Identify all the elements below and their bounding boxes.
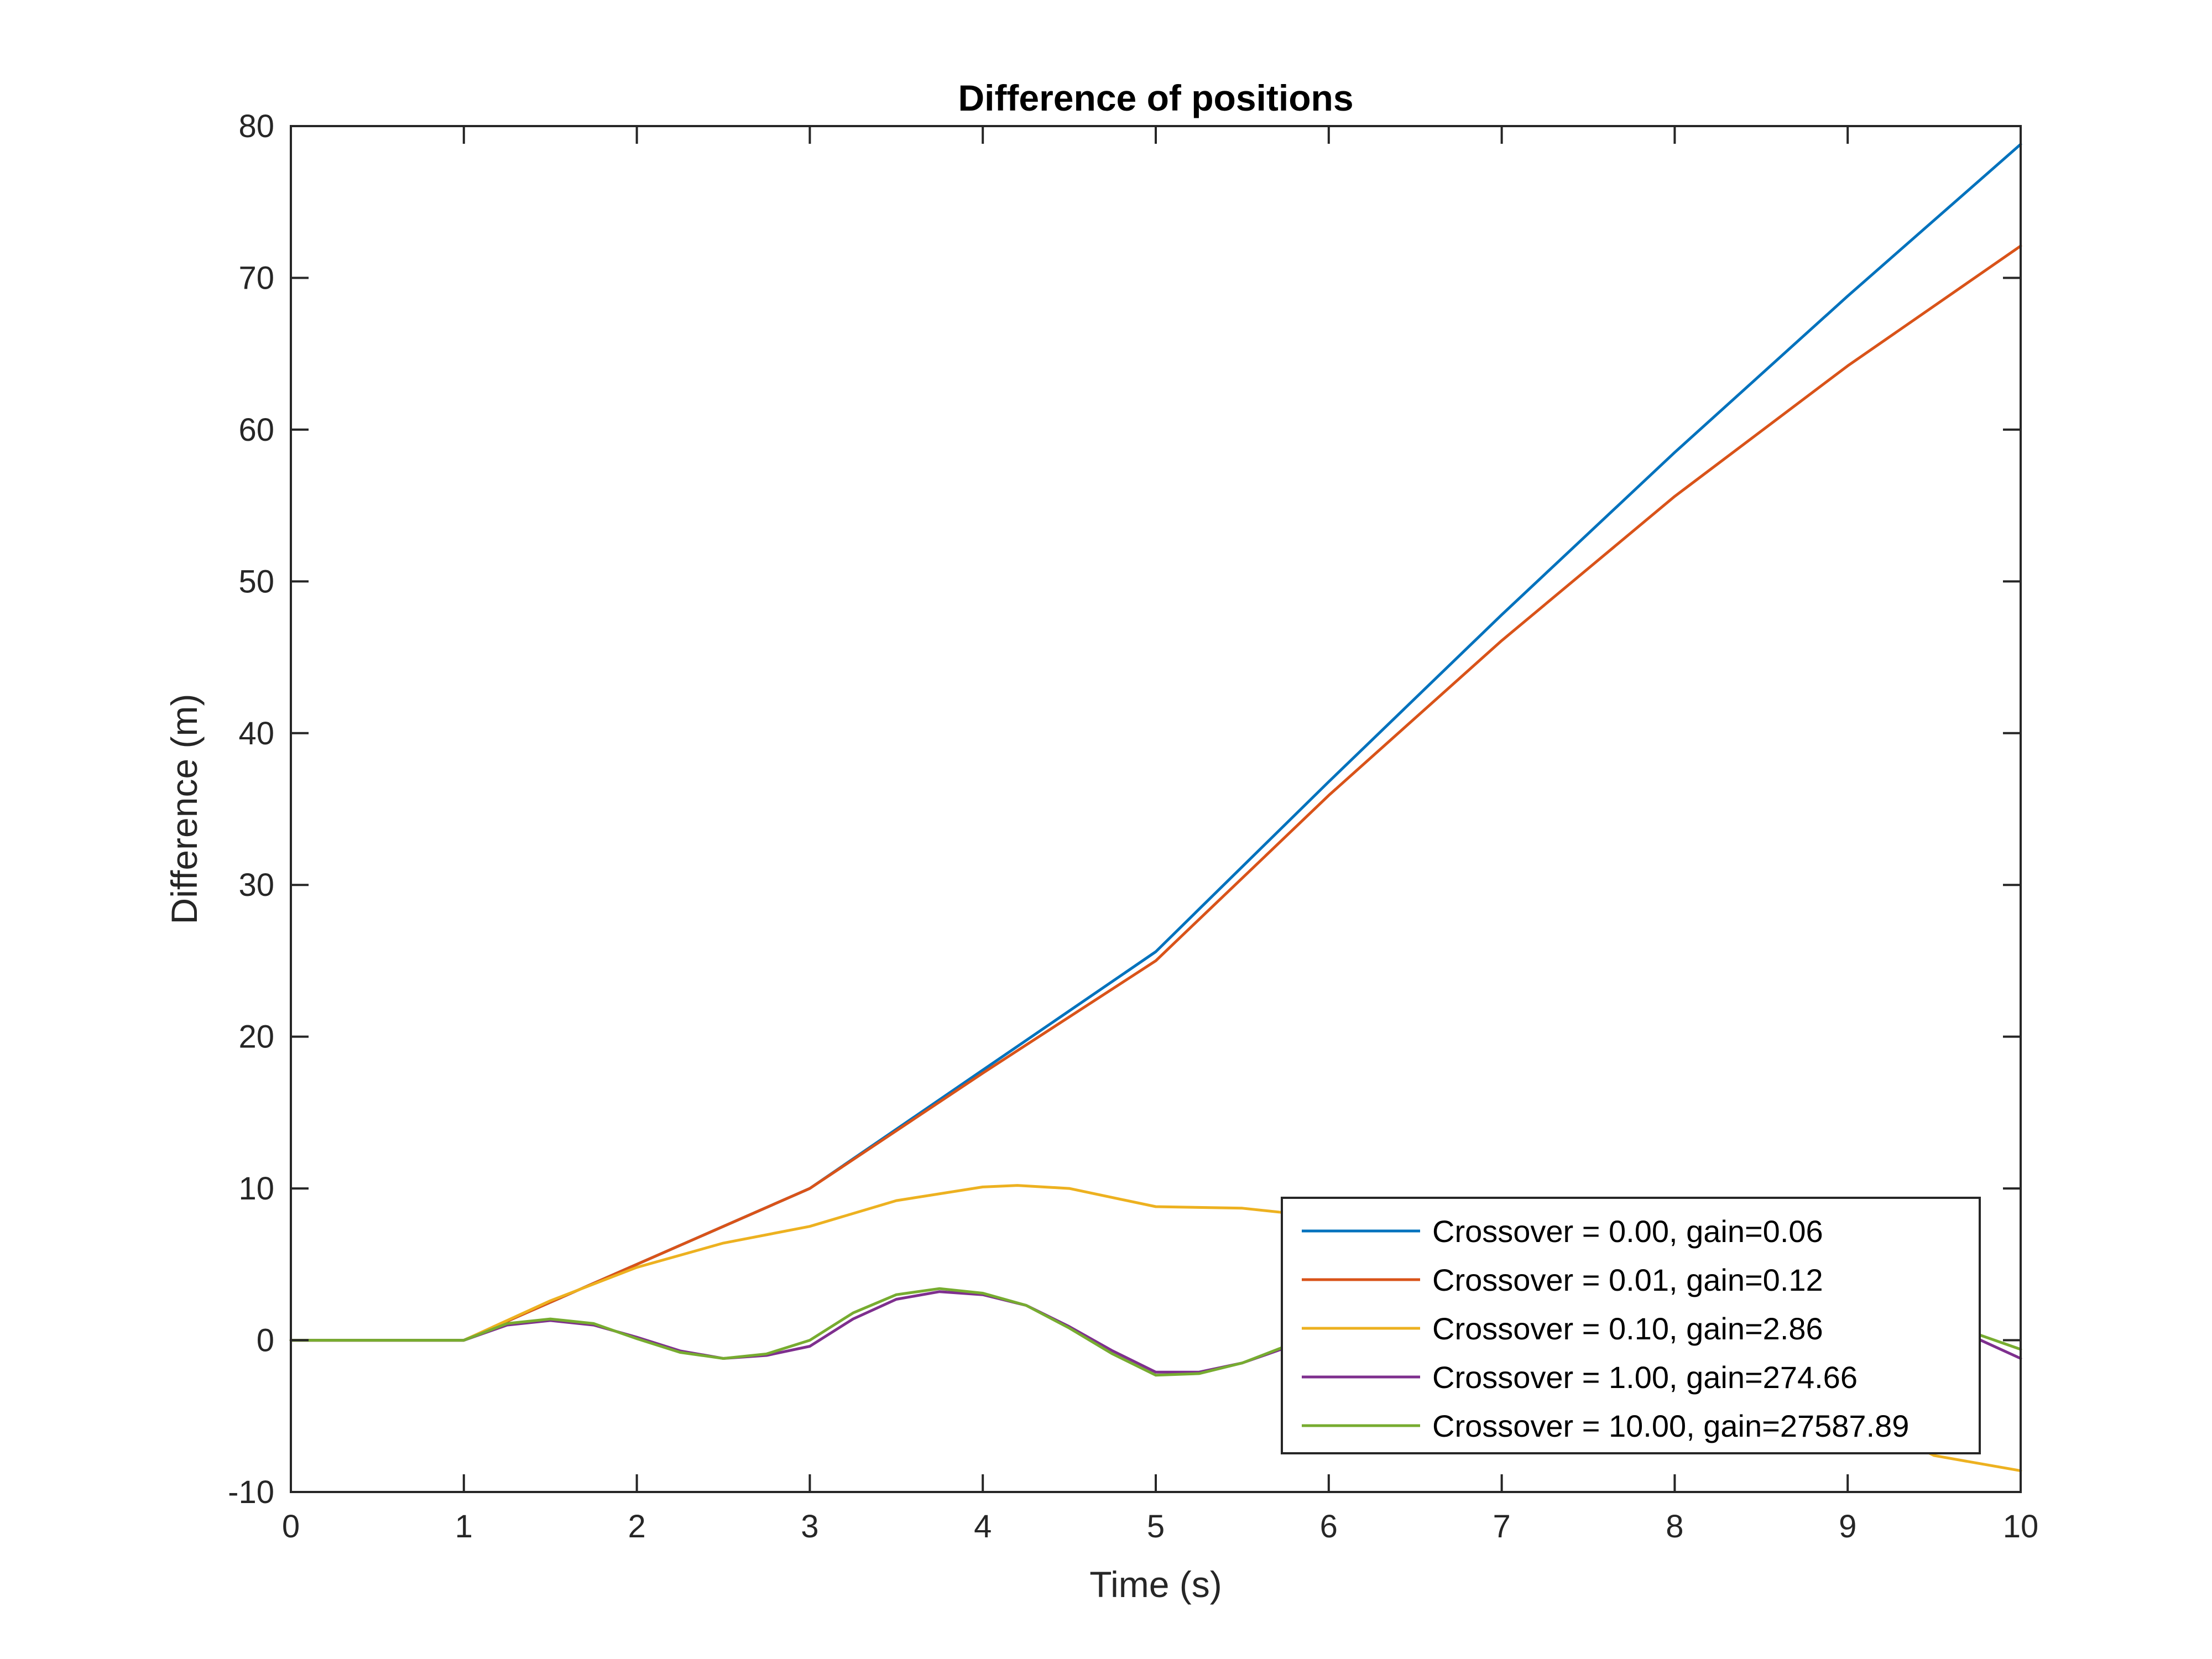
y-tick-label: 30 [238, 867, 274, 903]
y-tick-label: 50 [238, 564, 274, 599]
chart-title: Difference of positions [958, 77, 1353, 118]
x-tick-label: 2 [628, 1509, 645, 1545]
legend-label-2: Crossover = 0.01, gain=0.12 [1432, 1262, 1823, 1297]
y-axis-title: Difference (m) [164, 694, 205, 925]
legend-label-1: Crossover = 0.00, gain=0.06 [1432, 1214, 1823, 1249]
y-tick-label: 60 [238, 412, 274, 448]
x-tick-label: 0 [282, 1509, 300, 1545]
x-axis-title: Time (s) [1089, 1564, 1222, 1605]
legend-label-4: Crossover = 1.00, gain=274.66 [1432, 1360, 1858, 1395]
x-tick-label: 7 [1493, 1509, 1510, 1545]
x-tick-label: 5 [1147, 1509, 1165, 1545]
y-tick-label: 40 [238, 716, 274, 752]
x-tick-label: 1 [455, 1509, 473, 1545]
legend: Crossover = 0.00, gain=0.06 Crossover = 0… [1281, 1197, 1981, 1454]
x-tick-label: 8 [1666, 1509, 1683, 1545]
legend-label-5: Crossover = 10.00, gain=27587.89 [1432, 1408, 1909, 1443]
x-tick-label: 3 [801, 1509, 818, 1545]
x-tick-label: 9 [1839, 1509, 1856, 1545]
x-tick-label: 6 [1320, 1509, 1338, 1545]
x-tick-label: 4 [974, 1509, 992, 1545]
y-tick-label: 0 [257, 1323, 274, 1359]
legend-box [1281, 1197, 1981, 1454]
y-tick-label: 10 [238, 1171, 274, 1207]
y-tick-label: 80 [238, 108, 274, 144]
y-tick-label: 70 [238, 260, 274, 296]
y-tick-label: 20 [238, 1019, 274, 1055]
x-tick-label: 10 [2003, 1509, 2039, 1545]
legend-label-3: Crossover = 0.10, gain=2.86 [1432, 1311, 1823, 1346]
y-tick-label: -10 [228, 1474, 274, 1510]
